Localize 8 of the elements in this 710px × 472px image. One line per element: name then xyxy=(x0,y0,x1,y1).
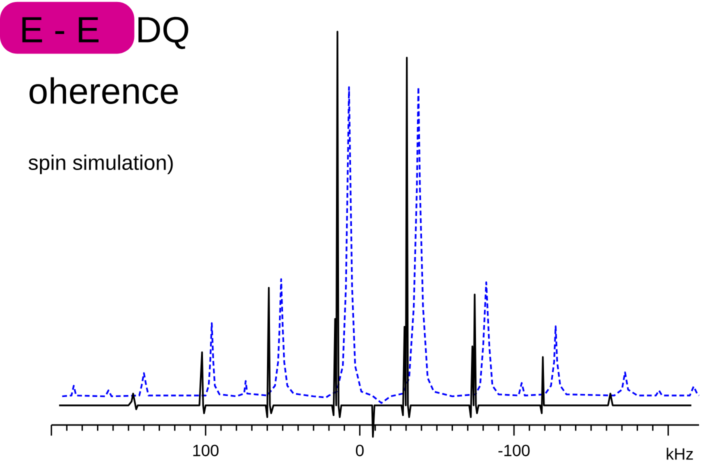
annotation: E - E xyxy=(22,17,99,42)
x-axis-title: kHz xyxy=(666,448,693,460)
annotation: DQ xyxy=(138,16,188,50)
annotation: oherence xyxy=(30,77,178,104)
x-tick-label: -100 xyxy=(498,444,530,456)
x-tick-label: 100 xyxy=(193,444,219,456)
x-tick-label: 0 xyxy=(356,444,364,456)
annotation: spin simulation) xyxy=(28,154,173,174)
